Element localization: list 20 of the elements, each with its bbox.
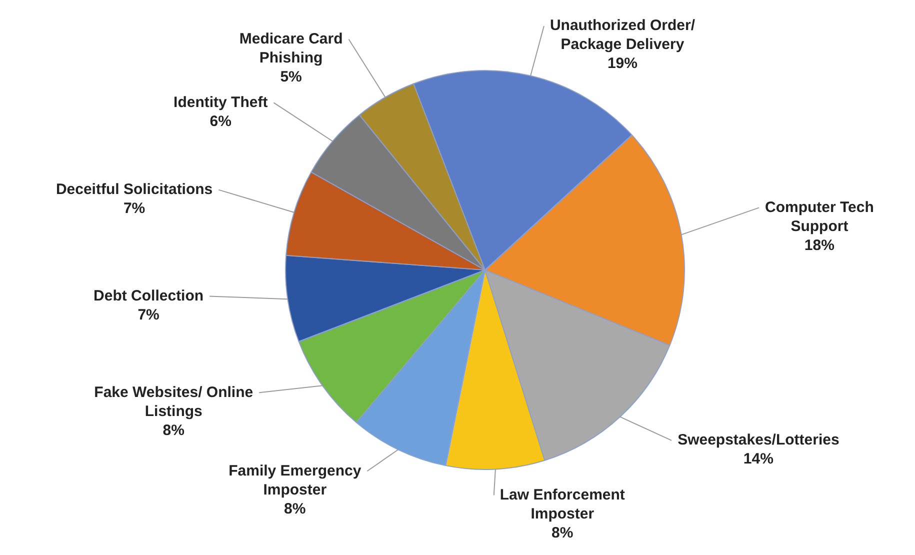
data-label: 18% xyxy=(804,236,834,254)
data-label: 19% xyxy=(607,55,638,72)
slice-label: Family Emergency Imposter xyxy=(228,462,362,498)
slice-label: Computer Tech Support xyxy=(765,198,874,235)
slice-label: Debt Collection xyxy=(94,287,204,304)
data-label: 7% xyxy=(138,306,160,324)
data-label: 5% xyxy=(280,68,302,86)
data-label: 8% xyxy=(552,524,574,542)
slice-label: Deceitful Solicitations xyxy=(56,180,213,198)
slice-label: Unauthorized Order/ Package Delivery xyxy=(550,17,696,54)
slice-label: Sweepstakes/Lotteries xyxy=(678,432,840,449)
data-label: 6% xyxy=(210,112,232,130)
slice-label: Fake Websites/ Online Listings xyxy=(94,384,254,420)
slice-label: Medicare Card Phishing xyxy=(239,30,343,66)
data-label: 8% xyxy=(162,422,184,439)
data-label: 8% xyxy=(284,500,306,518)
data-label: 7% xyxy=(123,200,146,217)
data-label: 14% xyxy=(743,450,774,468)
slice-label: Identity Theft xyxy=(174,94,268,111)
slice-label: Law Enforcement Imposter xyxy=(500,486,625,522)
